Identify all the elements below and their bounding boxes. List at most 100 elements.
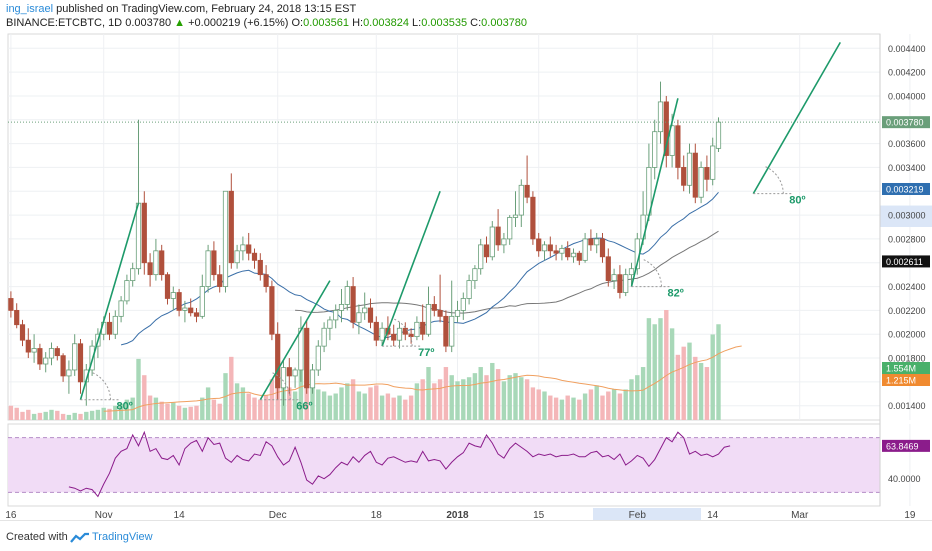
candle-body: [135, 202, 142, 270]
volume-bar: [55, 410, 60, 420]
volume-bar: [646, 318, 652, 420]
candle: [124, 274, 130, 305]
candle-body: [182, 307, 188, 311]
candle-body: [280, 367, 287, 389]
candle-body: [576, 252, 582, 261]
angle-arc: [272, 372, 291, 400]
price-pane: [7, 33, 881, 421]
candle-body: [692, 152, 698, 198]
candle-body: [217, 274, 223, 287]
price-chart[interactable]: 80º 66º 77º 82º 80º 0.004400 0.004200 0.004000 0…: [0, 32, 932, 520]
tradingview-brand[interactable]: TradingView: [92, 531, 153, 543]
candle: [686, 143, 693, 194]
volume-bar: [490, 362, 495, 420]
candle-body: [292, 369, 298, 377]
volume-bar: [588, 389, 594, 420]
candle-body: [512, 214, 519, 218]
volume-tag: [882, 374, 930, 386]
angle-label: 77º: [418, 347, 434, 359]
volume-bar: [234, 383, 240, 420]
rsi-band: [8, 437, 880, 493]
candle: [657, 81, 664, 144]
volume-ma-line: [103, 345, 742, 412]
price-tag-label: 0.003219: [886, 184, 924, 194]
volume-bar: [524, 379, 530, 420]
volume-bar: [640, 367, 646, 420]
candle: [48, 342, 55, 366]
candle-body: [66, 369, 72, 377]
volume-bar: [530, 387, 536, 420]
volume-bar: [246, 393, 251, 420]
candle-body: [663, 101, 669, 156]
candle: [43, 352, 49, 373]
candle-body: [118, 300, 124, 317]
volume-bar: [142, 375, 147, 420]
candle-body: [356, 312, 362, 323]
candle: [391, 324, 397, 347]
candle: [599, 232, 606, 263]
candle-body: [8, 298, 14, 311]
candle-body: [350, 286, 356, 323]
candle: [420, 304, 426, 341]
trend-line: [752, 41, 841, 195]
candle-body: [617, 274, 623, 293]
volume-bar: [229, 356, 234, 420]
candle: [460, 292, 466, 320]
candle-body: [669, 125, 675, 156]
candle-body: [570, 252, 577, 258]
candle: [356, 304, 362, 335]
volume-bar: [600, 395, 605, 420]
volume-bar: [484, 375, 489, 420]
volume-bar: [611, 389, 617, 420]
volume-bar: [217, 403, 222, 420]
author-link[interactable]: ing_israel: [6, 3, 54, 15]
open-value: 0.003561: [303, 17, 349, 29]
candle: [106, 312, 113, 341]
candle: [367, 298, 374, 329]
candle-body: [541, 244, 548, 252]
volume-bar: [165, 403, 170, 420]
candle-body: [704, 167, 710, 180]
volume-bar: [200, 397, 205, 420]
candle-body: [530, 196, 536, 240]
candle-body: [246, 244, 252, 254]
volume-bar: [478, 367, 483, 420]
candle: [704, 155, 710, 192]
candle: [333, 304, 339, 329]
volume-bar: [455, 381, 460, 420]
volume-bar: [60, 413, 66, 420]
angle-label: 80º: [789, 195, 805, 207]
volume-bar: [542, 391, 547, 420]
volume-bar: [548, 395, 553, 420]
candle: [315, 340, 321, 376]
price-tag: [882, 255, 930, 268]
candle-body: [443, 315, 449, 347]
price-tag-label: 0.002611: [886, 257, 923, 267]
candle-body: [205, 250, 211, 287]
candle: [269, 280, 275, 341]
candle-body: [199, 286, 205, 317]
candle: [512, 191, 519, 227]
candle-body: [275, 333, 281, 389]
candle-body: [170, 292, 176, 299]
candle: [617, 265, 623, 299]
angle-arc: [393, 318, 413, 347]
volume-bar: [449, 375, 454, 420]
candle-body: [304, 327, 310, 389]
trend-line: [259, 280, 331, 401]
volume-bar: [182, 407, 188, 420]
candle-body: [466, 280, 472, 299]
volume-bar: [240, 387, 246, 420]
volume-bar: [681, 346, 686, 420]
volume-bar: [536, 389, 541, 420]
trend-line: [381, 190, 441, 347]
candle-body: [60, 355, 66, 377]
candle: [176, 288, 182, 317]
candle-body: [478, 244, 484, 270]
volume-bar: [66, 414, 72, 420]
time-tick-label: 15: [533, 510, 545, 520]
candle: [8, 291, 14, 318]
candle: [530, 191, 536, 245]
volume-bar: [153, 397, 159, 420]
volume-bar: [420, 379, 425, 420]
